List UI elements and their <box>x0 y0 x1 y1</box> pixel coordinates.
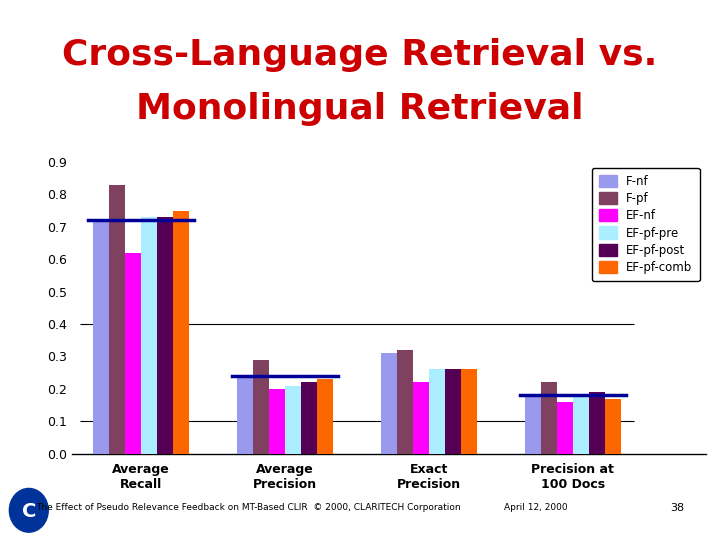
Text: The Effect of Pseudo Relevance Feedback on MT-Based CLIR  © 2000, CLARITECH Corp: The Effect of Pseudo Relevance Feedback … <box>36 503 461 512</box>
Bar <box>269 389 285 454</box>
Text: April 12, 2000: April 12, 2000 <box>504 503 567 512</box>
Bar <box>573 395 589 454</box>
Bar <box>445 369 461 454</box>
Bar <box>253 360 269 454</box>
Circle shape <box>9 488 48 532</box>
Bar <box>605 399 621 454</box>
Bar <box>525 395 541 454</box>
Bar <box>237 376 253 454</box>
Bar <box>541 382 557 454</box>
Bar <box>285 386 301 454</box>
Bar <box>589 392 605 454</box>
Text: Cross-Language Retrieval vs.: Cross-Language Retrieval vs. <box>63 38 657 72</box>
Bar <box>93 220 109 454</box>
Bar <box>125 253 141 454</box>
Legend: F-nf, F-pf, EF-nf, EF-pf-pre, EF-pf-post, EF-pf-comb: F-nf, F-pf, EF-nf, EF-pf-pre, EF-pf-post… <box>592 168 700 281</box>
Bar <box>109 185 125 454</box>
Bar <box>381 353 397 454</box>
Bar <box>157 217 173 454</box>
Bar <box>141 217 157 454</box>
Bar <box>173 211 189 454</box>
Bar <box>413 382 429 454</box>
Bar <box>557 402 573 454</box>
Text: C: C <box>22 502 37 521</box>
Bar <box>429 369 445 454</box>
Bar <box>397 350 413 454</box>
Bar <box>301 382 317 454</box>
Bar <box>461 369 477 454</box>
Bar <box>317 379 333 454</box>
Text: Monolingual Retrieval: Monolingual Retrieval <box>136 92 584 126</box>
Text: 38: 38 <box>670 503 684 512</box>
